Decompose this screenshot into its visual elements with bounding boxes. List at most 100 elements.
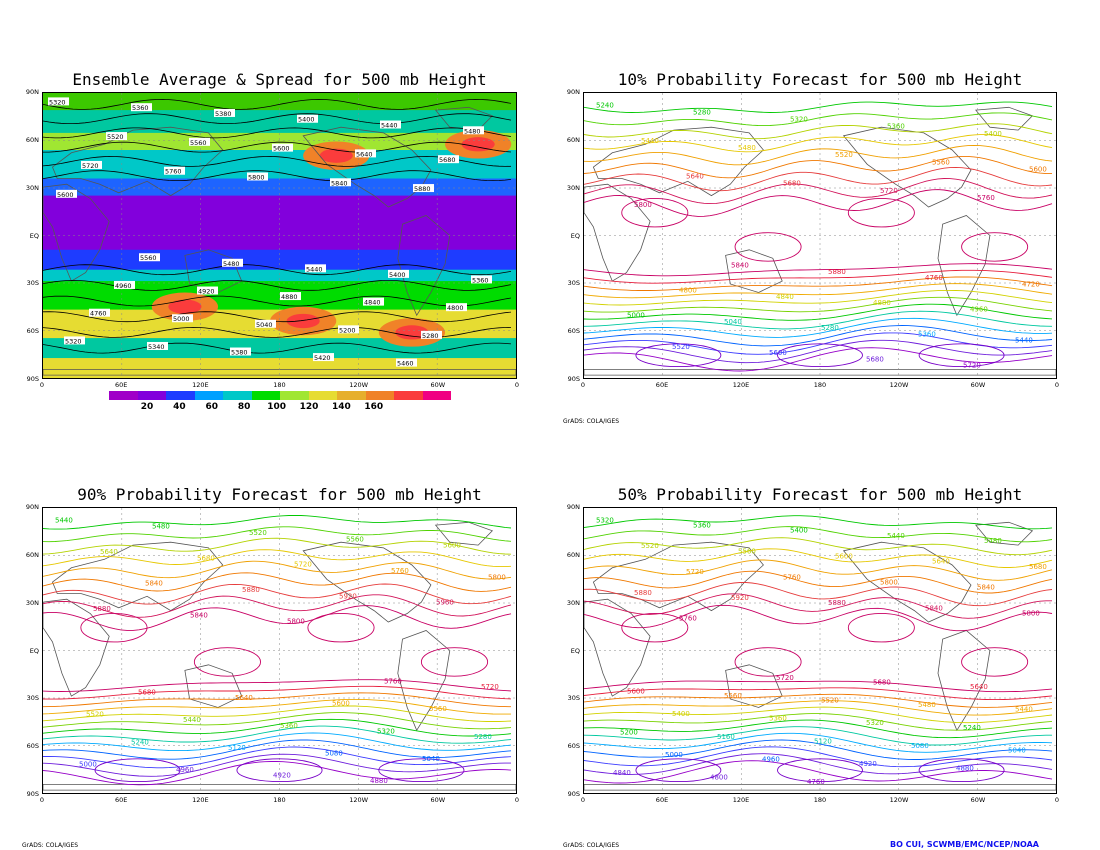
spread-contour: [43, 311, 512, 323]
p50-contour-label: 5160: [717, 733, 735, 741]
colorbar-swatch: [223, 391, 252, 400]
p50-contour: [584, 726, 1052, 746]
p10-lat-tick: 90S: [567, 375, 580, 383]
p50-contour-label: 5400: [672, 710, 690, 718]
spread-lon-tick: 120E: [192, 381, 209, 389]
p90-contour: [43, 594, 512, 618]
svg-text:4800: 4800: [447, 304, 464, 312]
p50-coastline: [842, 541, 972, 623]
svg-text:4840: 4840: [364, 299, 381, 307]
spread-shading: [319, 148, 353, 163]
p50-contour-label: 5800: [880, 578, 898, 586]
spread-contour-label: 4920: [197, 286, 218, 296]
p90-lon-tick: 120E: [192, 796, 209, 804]
p50-contour: [584, 693, 1053, 708]
svg-text:5480: 5480: [223, 260, 240, 268]
p50-contour: [584, 713, 1053, 731]
p10-contour-label: 5720: [880, 187, 898, 195]
p50-contour: [635, 758, 722, 783]
svg-text:5800: 5800: [248, 174, 265, 182]
spread-lat-tick: 30S: [26, 279, 39, 288]
p10-contour: [777, 343, 863, 368]
svg-text:5600: 5600: [57, 191, 74, 199]
p90-coastline: [52, 541, 224, 612]
p90-contour-label: 5520: [249, 529, 267, 537]
colorbar-label: 40: [173, 402, 186, 412]
p10-contour-label: 5480: [738, 144, 756, 152]
p50-contour: [584, 687, 1053, 701]
spread-lat-tick: 90S: [26, 375, 39, 383]
p50-contour-label: 5720: [686, 568, 704, 576]
colorbar-swatch: [422, 391, 451, 400]
p50-contour-label: 4800: [710, 774, 728, 782]
p50-contour-label: 5840: [977, 584, 995, 592]
p90-contour-label: 5840: [145, 580, 163, 588]
svg-text:5840: 5840: [331, 179, 348, 187]
spread-contour-label: 5040: [255, 319, 276, 329]
p90-map: 5440 5480 5520 5560 5600 5640 5680 5720 5760 5800…: [42, 507, 517, 794]
p90-coastline: [302, 541, 432, 623]
p90-contour: [43, 537, 512, 555]
p90-contour: [43, 685, 512, 700]
p10-contour: [584, 123, 1053, 140]
spread-lat-tick: 90N: [25, 88, 39, 96]
spread-shading: [43, 178, 516, 197]
p50-contour-label: 5880: [634, 589, 652, 597]
colorbar-swatch: [337, 391, 366, 400]
spread-contour-label: 5560: [139, 253, 160, 262]
p10-coastline: [725, 249, 783, 293]
p10-contour: [584, 325, 1053, 347]
spread-contour-label: 5280: [421, 330, 442, 340]
p90-lat-tick: EQ: [29, 646, 39, 655]
p10-lat-tick: 60N: [566, 135, 580, 144]
p50-contour-label: 5600: [627, 688, 645, 696]
colorbar-label: 100: [267, 402, 286, 412]
p90-contour-label: 5040: [422, 755, 440, 763]
p50-contour: [584, 604, 1053, 632]
p50-contour-label: 5440: [887, 532, 905, 540]
p10-contour: [734, 232, 802, 262]
p10-map-canvas: 5240 5280 5320 5360 5400 5440 5480 5520 5560 5600…: [584, 93, 1056, 378]
p50-contour-label: 5840: [925, 604, 943, 612]
spread-contour-label: 5420: [313, 353, 334, 362]
p50-contour: [584, 719, 1053, 739]
p10-contour-label: 5000: [627, 312, 645, 320]
svg-text:4880: 4880: [281, 293, 298, 301]
p90-contour-label: 5880: [93, 605, 111, 613]
spread-shading: [395, 325, 429, 340]
p90-contour-label: 5240: [131, 738, 149, 746]
p90-contour-label: 5720: [294, 561, 312, 569]
p90-contour: [43, 583, 512, 605]
p90-contour-label: 5560: [429, 705, 447, 713]
p90-lon-tick: 120W: [349, 796, 369, 804]
p50-contour-label: 5680: [873, 678, 891, 686]
p50-contour: [584, 582, 1053, 607]
colorbar-swatch: [251, 391, 280, 400]
p10-contour: [584, 276, 1053, 291]
spread-contour-label: 4800: [446, 303, 467, 312]
colorbar-label: 140: [331, 402, 351, 412]
p10-contour-label: 5240: [596, 101, 614, 109]
p90-contour-label: 5960: [436, 599, 454, 607]
p10-contour-label: 5520: [835, 151, 853, 159]
p50-contour: [777, 758, 863, 783]
svg-text:5640: 5640: [356, 150, 373, 158]
p10-contour-label: 5400: [984, 130, 1002, 138]
p50-contour: [584, 537, 1053, 556]
p90-coastline: [397, 630, 451, 732]
p10-contour-label: 5760: [977, 194, 995, 202]
p10-lon-tick: 0: [580, 381, 586, 389]
spread-contour: [43, 295, 512, 307]
p90-lat-tick: 90S: [26, 790, 39, 798]
colorbar-label: 20: [140, 402, 154, 412]
spread-contour-label: 4760: [89, 308, 110, 318]
svg-text:5680: 5680: [439, 156, 456, 164]
spread-lat-tick: 60S: [26, 327, 39, 336]
p90-contour: [43, 761, 512, 786]
p50-map-canvas: 5320 5360 5400 5440 5480 5520 5560 5600 5640 5680…: [584, 508, 1056, 793]
colorbar-swatch: [394, 391, 423, 400]
p10-contour-label: 5040: [724, 318, 742, 326]
p10-contour: [584, 310, 1053, 330]
svg-text:5340: 5340: [148, 343, 165, 351]
p90-lon-tick: 0: [39, 796, 45, 804]
